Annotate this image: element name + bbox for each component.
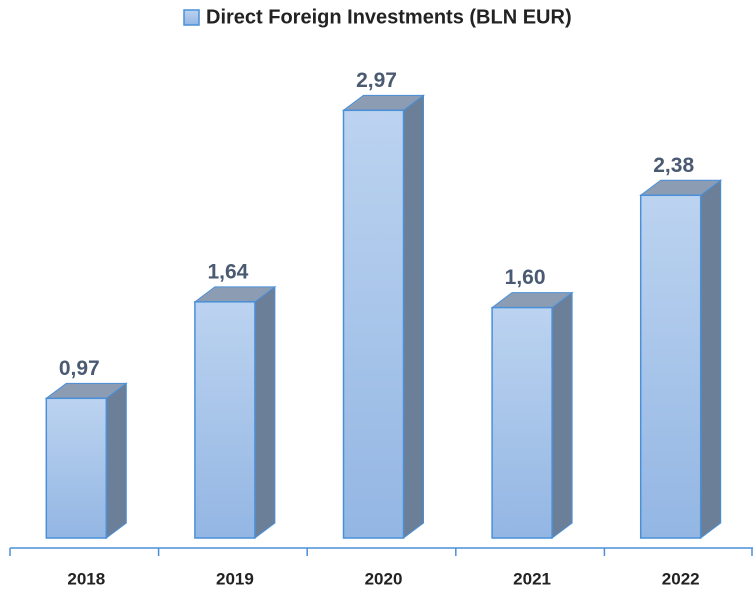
data-label: 1,64	[207, 260, 248, 283]
legend-label: Direct Foreign Investments (BLN EUR)	[206, 6, 572, 28]
data-label: 1,60	[505, 266, 546, 289]
x-tick-label: 2022	[662, 569, 700, 588]
bar	[639, 194, 702, 539]
bar	[491, 306, 553, 539]
x-tick-label: 2021	[513, 569, 551, 588]
bar-side	[254, 285, 276, 539]
data-label: 2,38	[653, 154, 694, 177]
x-tick-label: 2019	[216, 569, 254, 588]
bar-side	[700, 179, 722, 539]
data-label: 2,97	[356, 69, 397, 92]
data-label: 0,97	[59, 357, 100, 380]
x-tick-label: 2018	[67, 569, 105, 588]
bar-side	[105, 382, 127, 539]
bar	[45, 397, 108, 539]
legend-swatch	[183, 9, 200, 26]
bar	[342, 109, 405, 539]
x-tick-label: 2020	[365, 569, 403, 588]
bar-side	[551, 291, 573, 539]
bar	[194, 301, 256, 539]
bar-side	[403, 94, 424, 539]
